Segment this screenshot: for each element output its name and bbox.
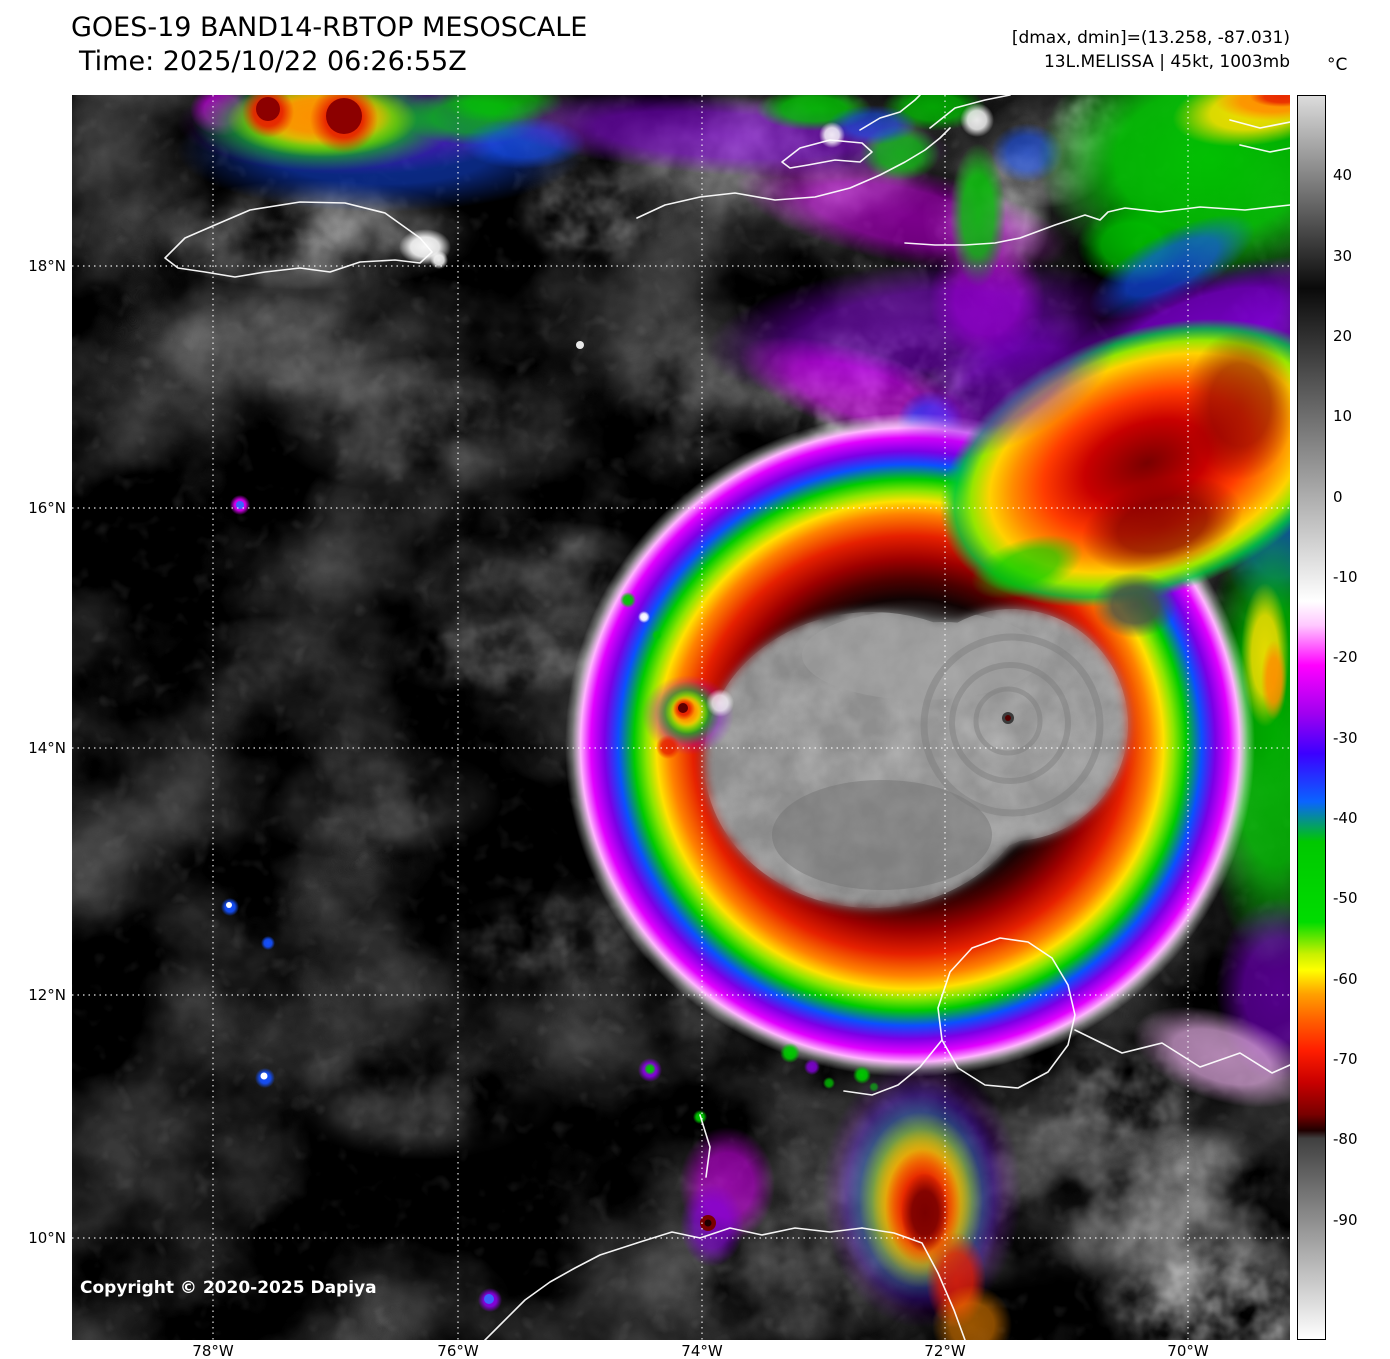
satellite-map-frame <box>72 95 1290 1340</box>
coastline-colombia <box>483 1227 863 1340</box>
colorbar-gradient <box>1297 95 1326 1340</box>
lon-label: 72°W <box>924 1342 966 1359</box>
coastline-cuba <box>904 204 1290 246</box>
colorbar-tick-label: -60 <box>1333 970 1358 988</box>
lon-label: 76°W <box>437 1342 479 1359</box>
colorbar-tick-label: -70 <box>1333 1050 1358 1068</box>
colorbar-tick-label: 40 <box>1333 166 1353 184</box>
coastlines <box>164 95 1290 1340</box>
page-title: GOES-19 BAND14-RBTOP MESOSCALE <box>71 12 588 43</box>
colorbar-tick-label: -50 <box>1333 889 1358 907</box>
colorbar-tick-label: 30 <box>1333 247 1353 265</box>
timestamp: Time: 2025/10/22 06:26:55Z <box>79 46 467 77</box>
lon-label: 70°W <box>1167 1342 1209 1359</box>
colorbar-tick-label: -20 <box>1333 648 1358 666</box>
colorbar-tick-label: 0 <box>1333 488 1343 506</box>
convection-top-left <box>177 95 587 212</box>
colorbar-tick-label: 20 <box>1333 327 1353 345</box>
lat-label: 12°N <box>28 986 66 1004</box>
satellite-image <box>72 95 1290 1340</box>
lat-label: 18°N <box>28 257 66 275</box>
storm-status-line: 13L.MELISSA | 45kt, 1003mb <box>1043 52 1290 72</box>
colorbar-tick-label: 10 <box>1333 407 1353 425</box>
lon-label: 78°W <box>192 1342 234 1359</box>
convection-south <box>822 1058 1022 1340</box>
colorbar-tick-label: -10 <box>1333 568 1358 586</box>
colorbar-tick-label: -30 <box>1333 729 1358 747</box>
colorbar-tick-label: -90 <box>1333 1211 1358 1229</box>
header-info: [dmax, dmin]=(13.258, -87.031) 13L.MELIS… <box>1012 26 1290 74</box>
storm-core <box>704 609 1128 908</box>
small-convection-cells <box>221 495 879 1312</box>
lat-label: 10°N <box>28 1229 66 1247</box>
graticule <box>72 95 1290 1340</box>
dmax-dmin-line: [dmax, dmin]=(13.258, -87.031) <box>1011 28 1290 48</box>
lon-label: 74°W <box>681 1342 723 1359</box>
colorbar-tick-label: -80 <box>1333 1130 1358 1148</box>
coastline-jamaica <box>164 201 433 278</box>
coastline-gonave <box>781 139 873 169</box>
colorbar-tick-label: -40 <box>1333 809 1358 827</box>
lat-label: 14°N <box>28 739 66 757</box>
copyright-notice: Copyright © 2020-2025 Dapiya <box>80 1278 377 1298</box>
lat-label: 16°N <box>28 499 66 517</box>
colorbar-unit-label: °C <box>1327 55 1348 75</box>
coastline-hispaniola <box>636 127 951 219</box>
coastline-guajira <box>937 937 1076 1089</box>
